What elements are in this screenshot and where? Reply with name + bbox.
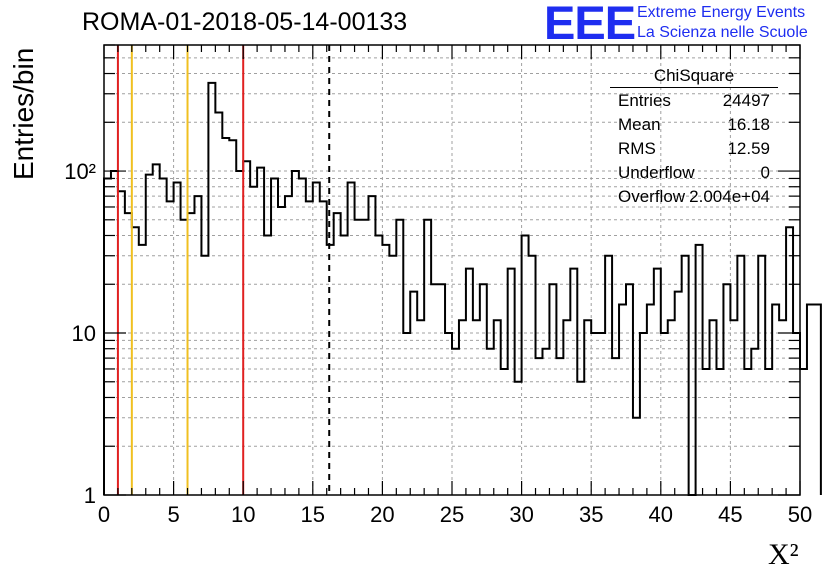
stats-value: 16.18 [727, 115, 770, 134]
histogram-series [103, 81, 822, 496]
x-tick-label: 45 [718, 502, 742, 527]
stats-row-overflow: Overflow 2.004e+04 [610, 187, 778, 211]
stats-key: Underflow [618, 163, 695, 182]
x-tick-label: 15 [301, 502, 325, 527]
histogram-line [103, 81, 822, 496]
stats-row-rms: RMS 12.59 [610, 139, 778, 163]
stats-value: 12.59 [727, 139, 770, 158]
stats-key: Entries [618, 91, 671, 110]
y-tick-label: 10 [72, 321, 96, 346]
x-tick-label: 20 [370, 502, 394, 527]
axis-ticks [103, 44, 801, 496]
x-tick-label: 5 [167, 502, 179, 527]
stats-key: Overflow [618, 187, 686, 206]
stats-row-mean: Mean 16.18 [610, 115, 778, 139]
x-tick-label: 30 [509, 502, 533, 527]
x-tick-label: 35 [579, 502, 603, 527]
stats-value: 24497 [722, 91, 770, 110]
logo-caption: Extreme Energy Events La Scienza nelle S… [637, 3, 808, 43]
x-tick-label: 40 [649, 502, 673, 527]
stats-value: 2.004e+04 [689, 187, 770, 206]
y-tick-label: 10² [64, 159, 96, 184]
chart-title: ROMA-01-2018-05-14-00133 [82, 8, 408, 36]
stats-row-entries: Entries 24497 [610, 91, 778, 115]
x-tick-label: 50 [788, 502, 812, 527]
stats-value: 0 [760, 163, 770, 182]
x-axis-label: X² [768, 538, 799, 571]
stats-row-underflow: Underflow 0 [610, 163, 778, 187]
logo-caption-line1: Extreme Energy Events [637, 4, 806, 21]
x-tick-label: 10 [231, 502, 255, 527]
marker-lines [116, 45, 331, 495]
y-tick-label: 1 [84, 483, 96, 508]
stats-box: ChiSquare Entries 24497 Mean 16.18 RMS 1… [610, 66, 778, 211]
stats-key: RMS [618, 139, 656, 158]
stats-key: Mean [618, 115, 661, 134]
eee-logo: EEE [544, 0, 636, 49]
x-tick-label: 25 [440, 502, 464, 527]
logo-caption-line2: La Scienza nelle Scuole [637, 24, 808, 41]
axis-tick-labels: 0 5 10 15 20 25 30 35 40 45 50 1 10 10² [64, 159, 812, 527]
x-tick-label: 0 [98, 502, 110, 527]
stats-title: ChiSquare [610, 66, 778, 88]
y-axis-label: Entries/bin [8, 47, 39, 180]
